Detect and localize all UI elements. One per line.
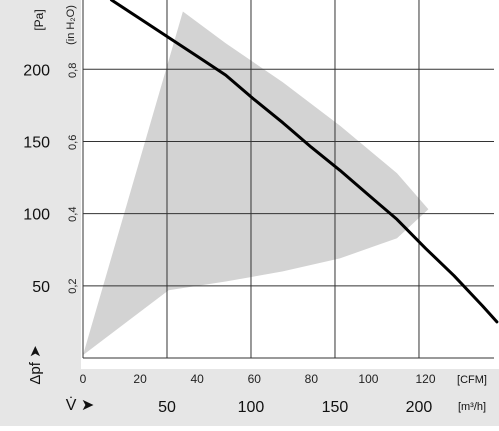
operating-range-layer bbox=[83, 11, 429, 356]
label-layer: [Pa] (in H₂O) Δpf ➤ [CFM] [m³/h] V̇ ➤ 0 2… bbox=[23, 5, 487, 416]
y-tick-label: 150 bbox=[23, 134, 50, 151]
y-axis-symbol: Δpf ➤ bbox=[27, 345, 44, 384]
fan-characteristic-curve bbox=[110, 0, 499, 324]
x-tick-label: 60 bbox=[248, 372, 262, 386]
x-tick-label: 120 bbox=[415, 372, 435, 386]
y-tick-label: 100 bbox=[23, 207, 50, 224]
x-tick-label: 80 bbox=[305, 372, 319, 386]
y-axis-band bbox=[0, 0, 81, 392]
operating-range-area bbox=[83, 11, 429, 356]
x-secondary-tick-label: 100 bbox=[238, 399, 265, 416]
y-tick-label: 50 bbox=[32, 279, 50, 296]
grid-layer bbox=[82, 0, 494, 359]
x-tick-label: 0 bbox=[80, 372, 87, 386]
x-tick-label: 100 bbox=[358, 372, 378, 386]
curve-layer bbox=[110, 0, 499, 324]
x-secondary-tick-label: 50 bbox=[158, 399, 176, 416]
y-secondary-tick-label: 0,8 bbox=[67, 63, 79, 78]
x-secondary-unit-label: [m³/h] bbox=[458, 401, 486, 413]
y-tick-label: 200 bbox=[23, 62, 50, 79]
x-axis-symbol: V̇ ➤ bbox=[66, 396, 95, 414]
x-axis-band bbox=[0, 369, 499, 426]
y-secondary-unit-label: (in H₂O) bbox=[65, 5, 77, 45]
y-secondary-tick-label: 0,6 bbox=[67, 135, 79, 150]
y-secondary-tick-label: 0,4 bbox=[67, 207, 79, 222]
x-secondary-tick-label: 150 bbox=[322, 399, 349, 416]
x-tick-label: 20 bbox=[133, 372, 147, 386]
y-axis-unit-label: [Pa] bbox=[32, 9, 46, 30]
x-secondary-tick-label: 200 bbox=[406, 399, 433, 416]
x-axis-unit-label: [CFM] bbox=[457, 374, 487, 386]
x-tick-label: 40 bbox=[190, 372, 204, 386]
y-secondary-tick-label: 0,2 bbox=[67, 278, 79, 293]
